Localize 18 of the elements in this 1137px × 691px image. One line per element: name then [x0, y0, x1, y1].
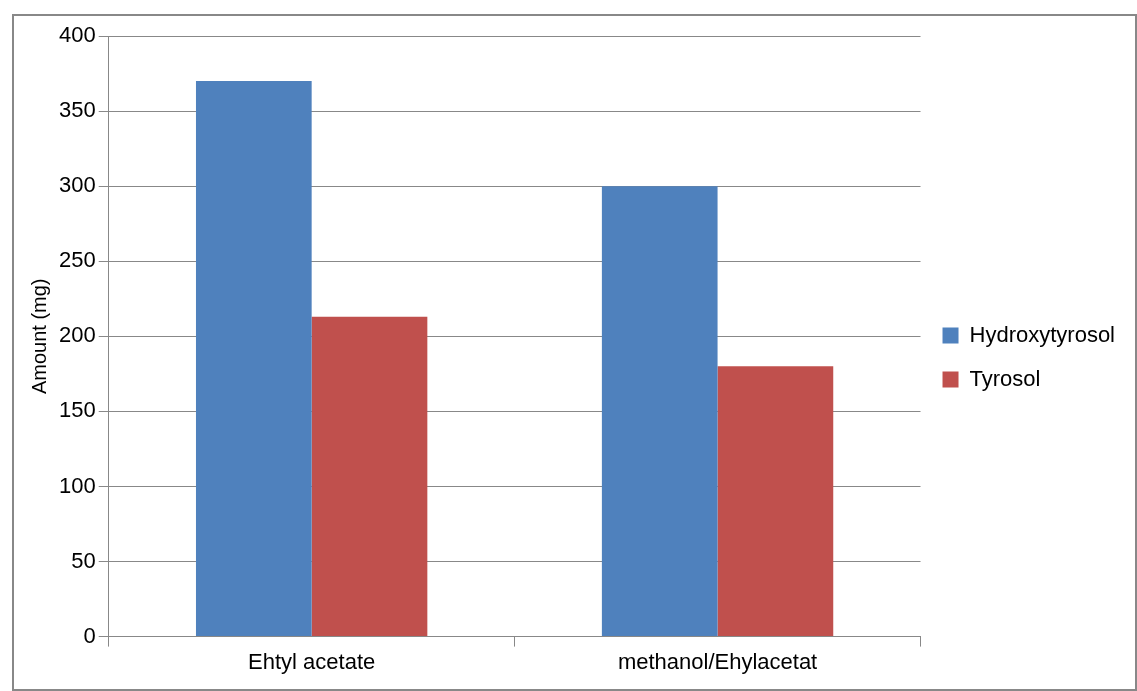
- y-tick-label: 250: [58, 247, 96, 273]
- y-tick-label: 400: [58, 22, 96, 48]
- bar: [195, 81, 312, 637]
- y-tick-label: 200: [58, 322, 96, 348]
- y-tick-label: 150: [58, 397, 96, 423]
- x-tick-label: Ehtyl acetate: [248, 648, 376, 674]
- x-tick-label: methanol/Ehylacetat: [617, 648, 818, 674]
- bar: [311, 316, 428, 637]
- y-tick-label: 50: [71, 547, 96, 573]
- y-tick-label: 300: [58, 172, 96, 198]
- legend-label: Hydroxytyrosol: [969, 321, 1115, 347]
- bar: [601, 186, 718, 637]
- legend-label: Tyrosol: [969, 365, 1041, 391]
- y-axis-title: Amount (mg): [27, 278, 50, 395]
- y-tick-label: 350: [58, 97, 96, 123]
- y-tick-label: 100: [58, 472, 96, 498]
- y-tick-label: 0: [83, 622, 96, 648]
- bar: [717, 366, 834, 637]
